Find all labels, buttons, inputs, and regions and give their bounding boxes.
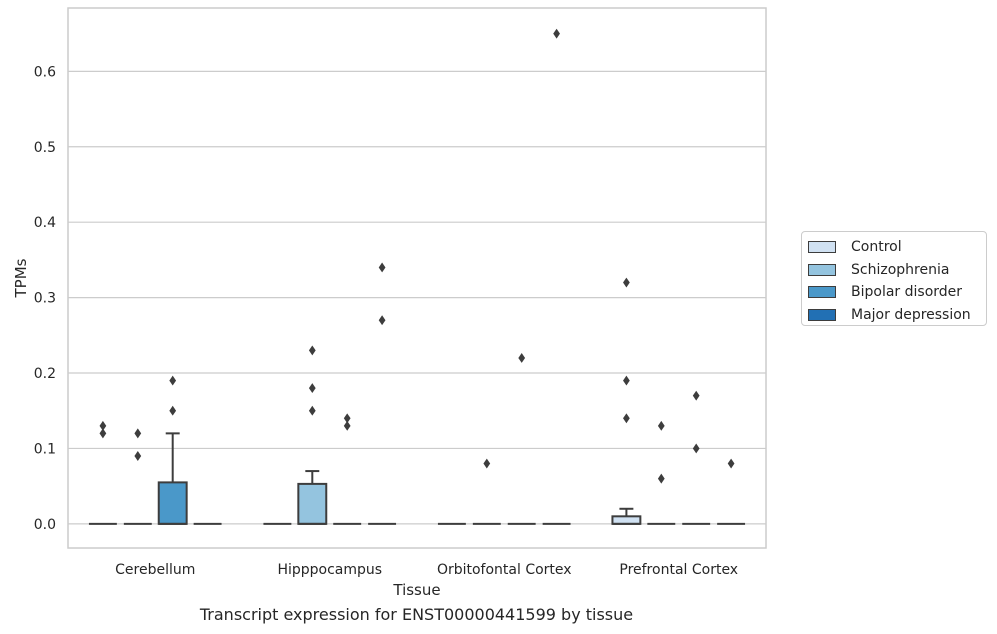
box-group (647, 420, 676, 525)
legend-item: Major depression (808, 304, 986, 327)
outlier-point (99, 420, 107, 431)
legend-swatch (808, 241, 836, 254)
outlier-point (378, 315, 386, 326)
legend-label: Major depression (851, 306, 971, 323)
y-tick-label: 0.1 (34, 441, 56, 457)
outlier-point (623, 413, 630, 424)
box-group (611, 277, 642, 525)
y-tick-labels: 0.0 0.1 0.2 0.3 0.4 0.5 0.6 (34, 64, 56, 533)
box-group (333, 413, 362, 525)
outlier-point (343, 420, 351, 431)
box (297, 482, 328, 525)
legend-label: Control (851, 239, 902, 256)
y-axis-label: TPMs (12, 258, 30, 298)
box-group (88, 420, 117, 525)
x-tick-label: Orbitofontal Cortex (437, 562, 572, 578)
box-group (368, 262, 397, 525)
outlier-point (169, 375, 177, 386)
box-group (507, 352, 536, 525)
y-tick-label: 0.6 (34, 64, 56, 80)
outlier-point (518, 352, 526, 363)
box-group (157, 375, 188, 525)
legend-swatch (808, 286, 836, 299)
x-tick-label: Prefrontal Cortex (619, 562, 738, 578)
x-axis-label: Tissue (392, 581, 440, 599)
outlier-point (99, 428, 107, 439)
outlier-point (483, 458, 491, 469)
legend: Control Schizophrenia Bipolar disorder M… (801, 231, 987, 326)
outlier-point (623, 277, 630, 288)
grid-lines (68, 70, 766, 525)
outlier-point (343, 413, 351, 424)
y-tick-label: 0.3 (34, 291, 56, 307)
outlier-point (134, 428, 142, 439)
outlier-point (169, 405, 177, 416)
outlier-point (692, 443, 700, 454)
legend-item: Bipolar disorder (808, 281, 986, 304)
box-group (682, 390, 711, 525)
outlier-point (657, 473, 665, 484)
plot-frame (67, 7, 767, 549)
box-group (542, 28, 571, 525)
outlier-point (134, 451, 142, 461)
legend-item: Control (808, 236, 986, 259)
outlier-point (727, 458, 735, 469)
y-tick-label: 0.4 (34, 215, 56, 231)
box-group (297, 345, 328, 525)
box (157, 481, 188, 525)
x-tick-label: Hipppocampus (277, 562, 382, 578)
box-marks (88, 28, 746, 525)
legend-label: Bipolar disorder (851, 284, 963, 301)
outlier-point (308, 405, 316, 416)
chart-caption: Transcript expression for ENST0000044159… (199, 605, 634, 624)
legend-swatch (808, 308, 836, 321)
outlier-point (623, 375, 630, 386)
outlier-point (553, 28, 560, 39)
y-tick-label: 0.5 (34, 140, 56, 156)
x-tick-labels: Cerebellum Hipppocampus Orbitofontal Corte… (115, 562, 738, 578)
outlier-point (657, 420, 665, 431)
y-tick-label: 0.0 (34, 517, 56, 533)
outlier-point (692, 390, 700, 401)
outlier-point (308, 345, 316, 356)
legend-label: Schizophrenia (851, 261, 950, 278)
legend-item: Schizophrenia (808, 259, 986, 282)
box-group (717, 458, 746, 525)
box (611, 515, 642, 525)
x-tick-label: Cerebellum (115, 562, 195, 578)
legend-swatch (808, 263, 836, 276)
outlier-point (308, 383, 316, 394)
outlier-point (378, 262, 386, 273)
box-group (472, 458, 501, 525)
box-group (123, 428, 152, 525)
y-tick-label: 0.2 (34, 366, 56, 382)
